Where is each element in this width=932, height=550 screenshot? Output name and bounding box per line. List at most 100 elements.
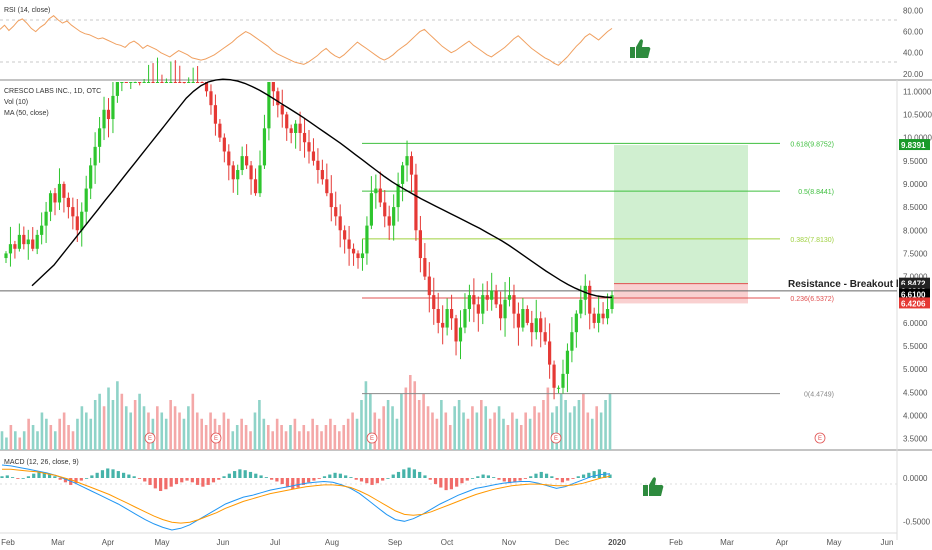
volume-bar xyxy=(515,418,519,450)
volume-bar xyxy=(53,431,57,450)
volume-bar xyxy=(76,418,79,450)
macd-pane[interactable]: 0.0000 -0.5000 MACD (12, 26, close, 9) xyxy=(0,459,931,531)
candle xyxy=(245,144,249,170)
date-tick-label: Dec xyxy=(555,538,569,547)
volume-bar xyxy=(31,425,35,450)
volume-bar xyxy=(324,425,328,450)
candle xyxy=(378,171,382,208)
volume-bar xyxy=(311,418,314,450)
candle xyxy=(432,277,436,325)
volume-bar xyxy=(40,412,44,450)
macd-histogram-bar xyxy=(270,478,274,480)
candle xyxy=(289,124,293,144)
candle xyxy=(84,175,88,225)
price-tick-label: 4.0000 xyxy=(903,412,928,421)
volume-bar xyxy=(302,425,306,450)
date-tick-label: Feb xyxy=(669,538,683,547)
earnings-marker[interactable]: E xyxy=(366,432,378,444)
macd-histogram-bar xyxy=(301,478,305,485)
candle xyxy=(209,84,213,115)
macd-axis: 0.0000 -0.5000 xyxy=(903,474,931,526)
volume-bar xyxy=(497,406,501,450)
candle xyxy=(445,298,449,336)
candle xyxy=(213,94,218,136)
fib-retracement: 0.618(9.8752) 0.5(8.8441) 0.382(7.8130) 0.2… xyxy=(362,141,834,399)
macd-histogram-bar xyxy=(370,478,374,485)
candle xyxy=(481,283,485,325)
volume-bar xyxy=(337,431,341,450)
candle xyxy=(320,159,324,185)
volume-label: Vol (10) xyxy=(4,99,28,106)
volume-bar xyxy=(471,406,474,450)
earnings-marker[interactable]: E xyxy=(550,432,562,444)
candle xyxy=(400,161,405,202)
candle xyxy=(334,191,338,226)
earnings-marker[interactable]: E xyxy=(814,432,826,444)
macd-histogram-bar xyxy=(560,478,565,483)
volume-bar xyxy=(244,425,248,450)
macd-histogram-bar xyxy=(412,469,416,478)
volume-bar xyxy=(417,400,421,450)
volume-bar xyxy=(111,400,115,450)
macd-histogram-bar xyxy=(74,478,78,484)
price-tag: 6.6100 xyxy=(899,288,930,300)
macd-histogram-bar xyxy=(5,475,9,478)
macd-histogram-bar xyxy=(95,472,99,478)
volume-bar xyxy=(209,412,212,450)
earnings-marker-label: E xyxy=(214,436,218,442)
earnings-marker[interactable]: E xyxy=(210,432,222,444)
rsi-pane[interactable]: 80.00 60.00 40.00 20.00 RSI (14, close) xyxy=(0,6,932,81)
earnings-marker-label: E xyxy=(554,436,558,442)
macd-histogram-bar xyxy=(111,469,115,478)
volume-bar xyxy=(506,425,510,450)
date-tick-label: Aug xyxy=(325,538,339,547)
volume-bar xyxy=(577,400,581,450)
candle xyxy=(414,163,418,241)
candle xyxy=(4,251,8,264)
macd-histogram-bar xyxy=(53,476,57,478)
candle xyxy=(565,343,570,393)
macd-histogram-bar xyxy=(63,478,68,483)
volume-bar xyxy=(542,400,545,450)
fib-level-label: 0.236(6.5372) xyxy=(790,296,834,303)
candle xyxy=(360,239,365,271)
volume-bar xyxy=(604,400,607,450)
volume-bar xyxy=(45,418,48,450)
candle xyxy=(605,293,610,325)
earnings-marker-label: E xyxy=(148,436,152,442)
candle xyxy=(423,243,427,280)
risk-zone xyxy=(614,283,748,304)
volume-bar xyxy=(555,406,559,450)
macd-histogram-bar xyxy=(248,471,253,478)
price-tick-label: 7.0000 xyxy=(903,273,928,282)
macd-histogram-bar xyxy=(21,478,25,479)
volume-bar xyxy=(333,425,337,450)
volume-bar xyxy=(448,425,452,450)
volume-bar xyxy=(599,412,603,450)
macd-histogram-bar xyxy=(127,474,131,478)
candle xyxy=(405,140,409,182)
price-pane[interactable]: 11.0000 10.5000 10.0000 9.5000 9.0000 8.5000 8… xyxy=(0,57,932,540)
macd-histogram-bar xyxy=(402,469,406,478)
macd-histogram-bar xyxy=(106,468,110,478)
date-axis[interactable]: Feb Mar Apr May Jun Jul Aug Sep Oct Nov Dec 2020 Feb… xyxy=(0,532,897,547)
volume-bar xyxy=(204,425,208,450)
macd-histogram-bar xyxy=(571,478,575,479)
earnings-marker-label: E xyxy=(370,436,374,442)
candle xyxy=(383,190,387,228)
volume-bar xyxy=(178,412,181,450)
rsi-tick-label: 40.00 xyxy=(903,49,924,58)
candle xyxy=(280,89,284,128)
macd-histogram-bar xyxy=(238,469,242,478)
candle xyxy=(151,63,155,83)
candle xyxy=(516,302,521,346)
macd-histogram-bar xyxy=(211,478,216,483)
macd-histogram-bar xyxy=(169,478,173,487)
date-tick-label: Sep xyxy=(388,538,403,547)
earnings-marker[interactable]: E xyxy=(144,432,156,444)
macd-histogram-bar xyxy=(529,476,533,478)
candle xyxy=(525,305,529,326)
